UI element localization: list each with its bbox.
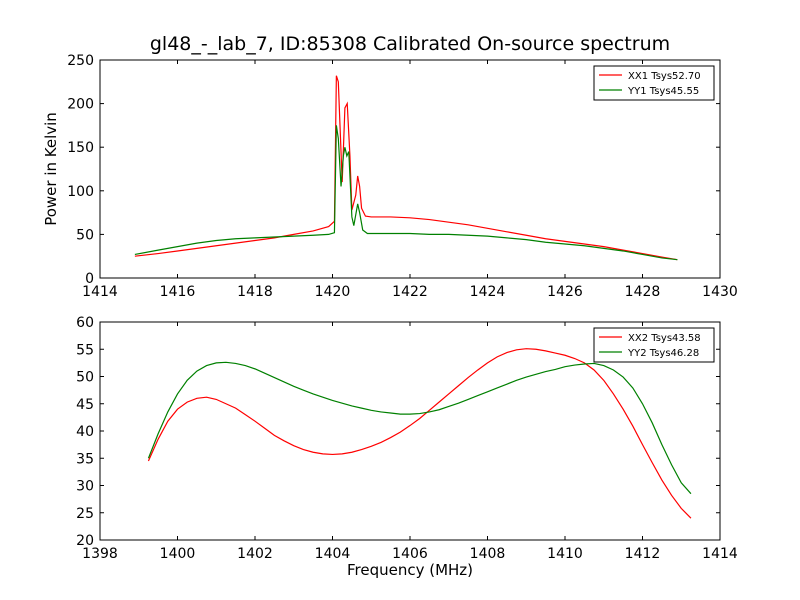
plot-panel-2: 1398 1400 1402 1404 1406 1408 1410 1412 1414 20 25…: [76, 315, 738, 562]
plot-panel-1: 1414 1416 1418 1420 1422 1424 1426 1428 1430 0 50 1…: [67, 53, 738, 300]
x-tick-label: 1428: [625, 284, 661, 300]
x-tick-label: 1404: [315, 546, 351, 562]
x-tick-label: 1400: [160, 546, 196, 562]
legend-box: [593, 65, 715, 101]
legend: XX2 Tsys43.58 YY2 Tsys46.28: [593, 327, 715, 363]
y-tick-label: 200: [67, 97, 94, 113]
x-tick-label: 1426: [547, 284, 583, 300]
series-line-2-1: [147, 348, 692, 519]
legend: XX1 Tsys52.70 YY1 Tsys45.55: [593, 65, 715, 101]
series-line-1-1: [134, 75, 678, 261]
y-tick-label: 250: [67, 53, 94, 69]
x-tick-label: 1414: [702, 546, 738, 562]
x-tick-label: 1414: [82, 284, 118, 300]
y-tick-label: 25: [76, 506, 94, 522]
x-tick-label: 1406: [392, 546, 428, 562]
x-tick-label: 1418: [237, 284, 273, 300]
x-tick-label: 1424: [470, 284, 506, 300]
y-tick-label: 60: [76, 315, 94, 331]
y-tick-label: 45: [76, 397, 94, 413]
y-tick-label: 30: [76, 479, 94, 495]
y-tick-label: 20: [76, 533, 94, 549]
x-tick-label: 1398: [82, 546, 118, 562]
y-tick-label: 55: [76, 342, 94, 358]
y-tick-label: 35: [76, 451, 94, 467]
x-tick-label: 1416: [160, 284, 196, 300]
legend-box: [593, 327, 715, 363]
y-tick-label: 50: [76, 370, 94, 386]
legend-label: YY2 Tsys46.28: [627, 348, 699, 359]
x-tick-label: 1420: [315, 284, 351, 300]
y-tick-label: 0: [85, 271, 94, 287]
legend-label: XX1 Tsys52.70: [628, 71, 701, 82]
x-tick-label: 1430: [702, 284, 738, 300]
y-tick-label: 50: [76, 227, 94, 243]
y-tick-label: 150: [67, 140, 94, 156]
x-tick-label: 1412: [625, 546, 661, 562]
x-tick-label: 1422: [392, 284, 428, 300]
x-tick-label: 1402: [237, 546, 273, 562]
y-tick-label: 100: [67, 184, 94, 200]
legend-label: XX2 Tsys43.58: [628, 333, 701, 344]
x-tick-label: 1410: [547, 546, 583, 562]
series-line-1-2: [134, 125, 678, 261]
chart-title: gl48_-_lab_7, ID:85308 Calibrated On-sou…: [149, 33, 671, 55]
series-line-2-2: [147, 361, 692, 495]
x-axis-label: Frequency (MHz): [346, 561, 474, 579]
legend-label: YY1 Tsys45.55: [627, 86, 699, 97]
y-tick-label: 40: [76, 424, 94, 440]
x-tick-label: 1408: [470, 546, 506, 562]
